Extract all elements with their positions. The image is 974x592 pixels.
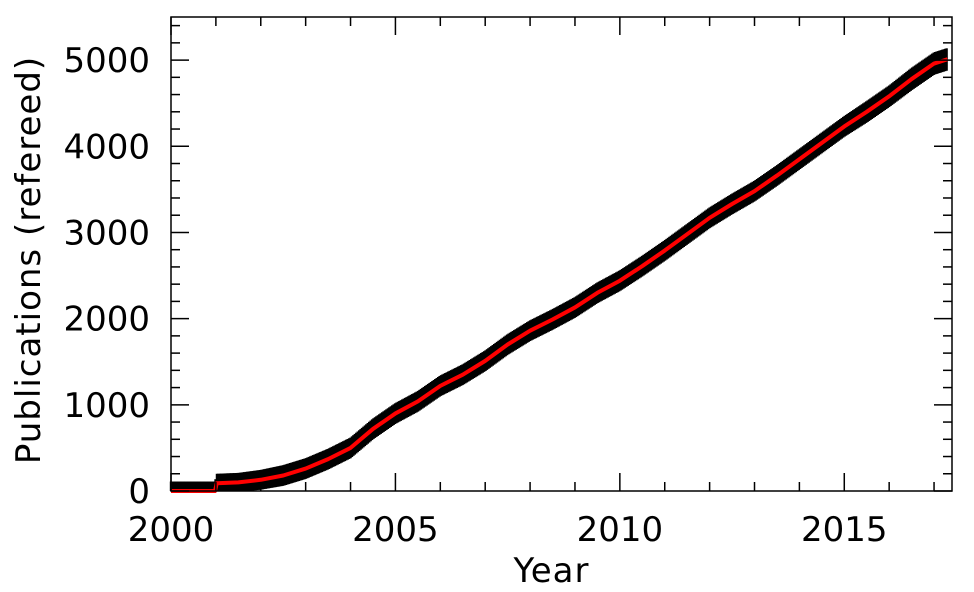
cumulative-publications-line xyxy=(171,57,949,493)
x-axis-label: Year xyxy=(513,551,590,591)
plot-frame xyxy=(170,16,953,492)
y-tick-label-0: 0 xyxy=(128,472,150,512)
y-tick-label-5000: 5000 xyxy=(63,41,150,81)
y-tick-label-2000: 2000 xyxy=(63,300,150,340)
y-tick-label-4000: 4000 xyxy=(63,127,150,167)
x-axis-ticks xyxy=(170,17,935,491)
x-axis-tick-labels: 2000 2005 2010 2015 xyxy=(128,510,888,550)
error-bars xyxy=(169,48,948,491)
y-tick-label-3000: 3000 xyxy=(63,213,150,253)
x-tick-label-2000: 2000 xyxy=(128,510,215,550)
y-axis-label: Publications (refereed) xyxy=(9,56,49,464)
y-axis-tick-labels: 0 1000 2000 3000 4000 5000 xyxy=(63,41,150,512)
y-axis-ticks xyxy=(171,24,952,492)
y-tick-label-1000: 1000 xyxy=(63,386,150,426)
x-tick-label-2010: 2010 xyxy=(577,510,664,550)
x-tick-label-2015: 2015 xyxy=(801,510,888,550)
x-tick-label-2005: 2005 xyxy=(352,510,439,550)
